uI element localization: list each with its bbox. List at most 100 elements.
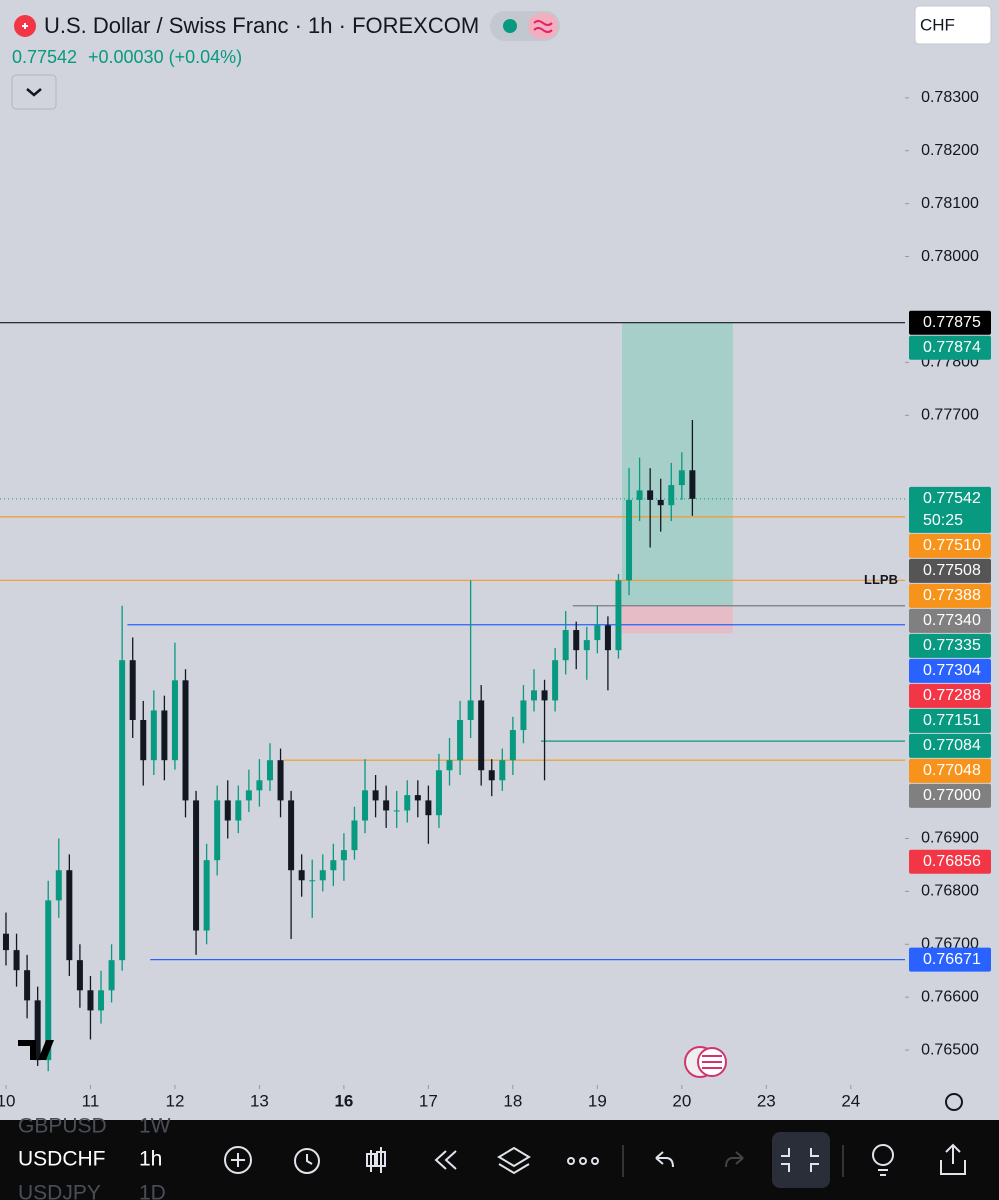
candle-body [76, 960, 83, 991]
candle-body [34, 1000, 41, 1061]
chevron [26, 88, 42, 97]
ideas-icon[interactable] [872, 1144, 894, 1166]
candle-body [467, 700, 474, 720]
price-label-box [909, 658, 991, 683]
candle-body [636, 490, 643, 500]
candle-body [499, 760, 506, 781]
x-tick-label: 24 [841, 1091, 860, 1110]
candle-body [541, 690, 548, 701]
price-label: 0.77340 [923, 612, 981, 629]
price-label: 0.77542 [923, 490, 981, 507]
undo-icon[interactable] [655, 1151, 674, 1168]
bottom-bar [0, 1120, 999, 1200]
candle-body [562, 630, 569, 661]
toolbar [224, 1132, 966, 1188]
candle-body [573, 630, 580, 651]
candle-body [509, 730, 516, 761]
symbol[interactable]: USDCHF [18, 1148, 106, 1171]
currency: CHF [920, 15, 955, 34]
symbol[interactable]: GBPUSD [18, 1115, 107, 1138]
candle-body [689, 470, 696, 499]
background [0, 0, 999, 1120]
price-label: 0.77000 [923, 787, 981, 804]
candle-body [678, 470, 685, 486]
replay-icon[interactable] [434, 1150, 457, 1170]
candle-body [594, 625, 601, 641]
candle-body [87, 990, 94, 1011]
candle-body [298, 870, 305, 881]
collapse-button[interactable] [11, 74, 57, 110]
candle-body [657, 499, 664, 506]
layers-icon[interactable] [497, 1146, 531, 1175]
price-label: 0.77875 [923, 314, 981, 331]
y-tick-label: 0.78000 [921, 248, 979, 265]
plot: 0.783000.782000.781000.780000.778000.777… [0, 89, 991, 1110]
candle-body [435, 770, 442, 816]
candle-body [393, 810, 400, 812]
price-label: 0.77304 [923, 662, 981, 679]
y-tick-label: 0.77700 [921, 406, 979, 423]
add-icon[interactable] [224, 1146, 252, 1174]
candle-body [457, 719, 464, 761]
candle-body [55, 870, 62, 901]
candle-body [140, 719, 147, 761]
tv-logo [18, 1040, 54, 1060]
share-icon[interactable] [940, 1143, 966, 1175]
candle-body [171, 680, 178, 761]
price-label: 0.76856 [923, 853, 981, 870]
candle-body [24, 970, 31, 1001]
candle-body [161, 710, 168, 761]
interval: 1D [139, 1182, 166, 1200]
candle-body [583, 640, 590, 651]
symbol-title: U.S. Dollar / Swiss Franc · 1h · FOREXCO… [44, 13, 479, 38]
x-tick-label: 11 [82, 1091, 100, 1110]
price-label-box [909, 758, 991, 783]
price-label-box [909, 335, 991, 360]
candle-body [266, 760, 273, 781]
candle-body [340, 850, 347, 861]
candle-body [98, 990, 105, 1011]
candle-body [256, 780, 263, 791]
currency-button[interactable] [914, 5, 992, 45]
price-label: 0.77874 [923, 339, 981, 356]
fullscreen-button[interactable] [772, 1132, 830, 1188]
last-price: 0.77542 [12, 47, 77, 67]
candle-body [604, 625, 611, 651]
candle-body [647, 490, 654, 500]
x-tick-label: 18 [503, 1091, 522, 1110]
x-tick-label: 12 [165, 1091, 184, 1110]
price-label: 0.77508 [923, 562, 981, 579]
price-label-box [909, 583, 991, 608]
loss-zone [621, 605, 733, 634]
price-label: 0.77388 [923, 587, 981, 604]
delay-icon [533, 20, 553, 33]
interval: 1W [139, 1115, 171, 1138]
price-label: 0.77151 [923, 712, 981, 729]
settings-icon[interactable] [945, 1093, 963, 1111]
price-label-box [909, 558, 991, 583]
symbol[interactable]: USDJPY [18, 1182, 101, 1200]
price-label: 0.77048 [923, 762, 981, 779]
candle-body [203, 860, 210, 931]
price-label-box [909, 733, 991, 758]
candle-body [288, 800, 295, 871]
candle-body [129, 660, 136, 720]
market-open-dot [503, 19, 517, 33]
candle-body [520, 700, 527, 731]
alert-icon[interactable] [294, 1148, 320, 1174]
candle-body [372, 790, 379, 801]
candle-body [119, 660, 126, 961]
candle-body [425, 800, 432, 816]
symbol-list: GBPUSD 1W USDCHF 1h USDJPY 1D [18, 1115, 171, 1200]
candle-body [2, 933, 9, 951]
candle-body [351, 820, 358, 851]
candle-body [235, 800, 242, 821]
candle-body [530, 690, 537, 701]
candle-body [182, 680, 189, 801]
flag-cross [22, 23, 28, 29]
price-label-box [909, 633, 991, 658]
candle-body [404, 795, 411, 811]
candle-body [319, 870, 326, 881]
candle-body [108, 960, 115, 991]
